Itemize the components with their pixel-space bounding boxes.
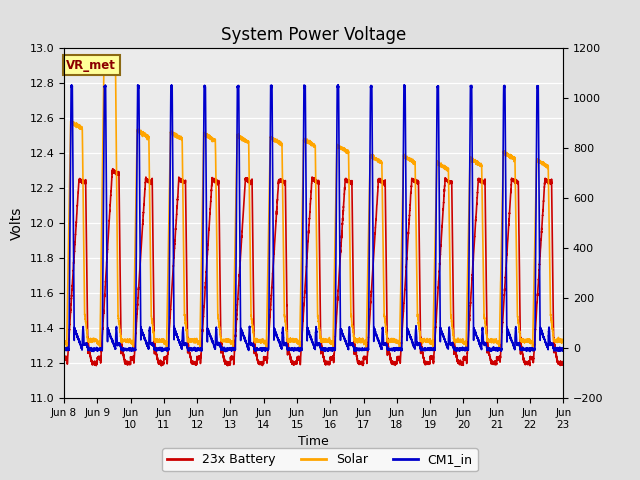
X-axis label: Time: Time — [298, 435, 329, 448]
Solar — [529, 348, 536, 354]
Line: 23x Battery: 23x Battery — [64, 168, 563, 366]
Solar — [453, 338, 461, 344]
Y-axis label: Volts: Volts — [10, 206, 24, 240]
23x Battery — [382, 255, 390, 261]
Solar — [60, 339, 68, 345]
Legend: 23x Battery, Solar, CM1_in: 23x Battery, Solar, CM1_in — [163, 448, 477, 471]
CM1_in — [334, 82, 342, 87]
23x Battery — [109, 166, 116, 171]
CM1_in — [382, 342, 390, 348]
Solar — [167, 129, 175, 134]
Solar — [557, 339, 565, 345]
Solar — [559, 336, 567, 342]
CM1_in — [162, 347, 170, 353]
CM1_in — [453, 347, 461, 352]
Solar — [247, 302, 255, 308]
Line: CM1_in: CM1_in — [64, 84, 563, 351]
23x Battery — [557, 360, 565, 366]
23x Battery — [167, 302, 175, 308]
CM1_in — [60, 346, 68, 352]
Solar — [162, 339, 170, 345]
CM1_in — [247, 341, 255, 347]
Line: Solar: Solar — [64, 64, 563, 351]
23x Battery — [157, 363, 165, 369]
Title: System Power Voltage: System Power Voltage — [221, 25, 406, 44]
23x Battery — [162, 355, 170, 361]
23x Battery — [60, 354, 68, 360]
23x Battery — [559, 360, 567, 366]
23x Battery — [247, 180, 255, 186]
23x Battery — [453, 358, 461, 363]
Text: VR_met: VR_met — [67, 59, 116, 72]
CM1_in — [559, 346, 567, 352]
CM1_in — [557, 346, 565, 352]
CM1_in — [526, 348, 534, 354]
CM1_in — [167, 92, 175, 98]
Solar — [100, 61, 108, 67]
Solar — [382, 327, 390, 333]
